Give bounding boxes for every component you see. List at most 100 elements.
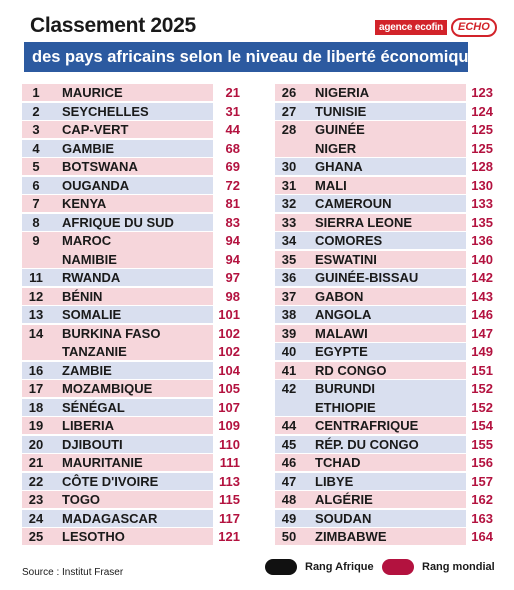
- africa-rank: 9: [32, 233, 40, 248]
- page-subtitle: des pays africains selon le niveau de li…: [24, 42, 468, 72]
- ranking-row: 33 SIERRA LEONE 135: [275, 213, 493, 231]
- ranking-row: 30 GHANA 128: [275, 158, 493, 175]
- world-rank: 102: [218, 325, 240, 341]
- world-rank: 97: [225, 270, 240, 285]
- africa-rank: 47: [281, 473, 297, 489]
- row-background: [22, 454, 213, 471]
- world-rank: 117: [219, 510, 240, 526]
- ranking-row: 42 BURUNDI 152: [275, 380, 493, 416]
- row-background: [275, 250, 466, 268]
- country-name: SIERRA LEONE: [315, 214, 413, 230]
- africa-rank: 6: [32, 177, 40, 193]
- country-name: SOUDAN: [315, 510, 372, 526]
- ranking-row: 1 MAURICE 21: [22, 84, 240, 101]
- world-rank: 164: [471, 529, 493, 544]
- africa-rank: 18: [28, 399, 44, 415]
- africa-rank: 2: [32, 103, 40, 119]
- row-background: [275, 121, 466, 157]
- africa-rank: 39: [281, 325, 297, 341]
- row-background: [22, 251, 213, 268]
- country-name: RD CONGO: [315, 362, 387, 378]
- ranking-row: 26 NIGERIA 123: [275, 84, 493, 101]
- country-name: SEYCHELLES: [62, 103, 149, 119]
- country-name: OUGANDA: [62, 177, 130, 193]
- row-background: [22, 361, 213, 379]
- row-background: [275, 528, 466, 545]
- world-rank: 81: [225, 196, 240, 211]
- world-rank: 156: [471, 455, 493, 470]
- ranking-row: 22 CÔTE D'IVOIRE 113: [22, 472, 240, 490]
- world-rank: 44: [225, 122, 240, 137]
- ranking-row: 21 MAURITANIE 111: [22, 454, 240, 471]
- row-background: [275, 140, 466, 157]
- africa-rank: 5: [32, 159, 40, 174]
- world-rank: 163: [471, 510, 493, 526]
- brand-logo-echo: ECHO: [451, 18, 497, 37]
- world-rank: 94: [225, 233, 240, 248]
- ranking-row: 38 ANGOLA 146: [275, 306, 493, 323]
- country-name: GHANA: [315, 159, 363, 174]
- row-background: [22, 417, 213, 434]
- country-name: KENYA: [62, 196, 107, 211]
- africa-rank: 33: [281, 214, 297, 230]
- ranking-row: 18 SÉNÉGAL 107: [22, 398, 240, 416]
- row-background: [22, 324, 213, 360]
- row-background: [22, 121, 213, 138]
- row-background: [275, 343, 466, 360]
- world-rank: 69: [225, 159, 240, 174]
- world-rank: 130: [471, 177, 493, 193]
- row-background: [275, 306, 466, 323]
- ranking-row: 31 MALI 130: [275, 176, 493, 194]
- ranking-row: 44 CENTRAFRIQUE 154: [275, 417, 493, 434]
- world-rank: 101: [218, 307, 240, 322]
- ranking-row: 46 TCHAD 156: [275, 454, 493, 471]
- source-note: Source : Institut Fraser: [22, 567, 124, 578]
- row-background: [275, 232, 466, 249]
- africa-rank: 7: [32, 196, 40, 211]
- ranking-row: 3 CAP-VERT 44: [22, 121, 240, 138]
- ranking-row: 4 GAMBIE 68: [22, 139, 240, 157]
- row-background: [22, 158, 213, 175]
- row-background: [22, 269, 213, 286]
- brand-logo-ecofin: agence ecofin: [375, 20, 448, 35]
- country-name: MALI: [315, 177, 347, 193]
- world-rank: 109: [218, 418, 240, 433]
- africa-rank: 22: [28, 473, 44, 489]
- row-background: [275, 472, 466, 490]
- country-name: MALAWI: [315, 325, 368, 341]
- world-rank: 68: [225, 140, 240, 156]
- africa-rank: 45: [281, 436, 297, 452]
- world-rank: 113: [219, 473, 240, 489]
- country-name: BURKINA FASO: [62, 325, 161, 341]
- country-name: BÉNIN: [62, 288, 103, 304]
- world-rank: 121: [218, 529, 240, 544]
- ranking-row: 20 DJIBOUTI 110: [22, 435, 240, 453]
- africa-rank: 20: [28, 436, 44, 452]
- africa-rank: 3: [32, 122, 40, 137]
- africa-rank: 30: [281, 159, 297, 174]
- row-background: [22, 435, 213, 453]
- africa-rank: 32: [281, 196, 297, 211]
- africa-rank: 16: [28, 362, 44, 378]
- country-name: TCHAD: [315, 455, 361, 470]
- country-name: GUINÉE: [315, 122, 365, 137]
- world-rank: 155: [471, 436, 493, 452]
- country-name: CENTRAFRIQUE: [315, 418, 419, 433]
- ranking-row: 36 GUINÉE-BISSAU 142: [275, 269, 493, 286]
- row-background: [22, 176, 213, 194]
- world-rank: 151: [471, 362, 493, 378]
- world-rank: 125: [471, 122, 493, 137]
- country-name: AFRIQUE DU SUD: [62, 214, 174, 230]
- country-name: NAMIBIE: [62, 251, 117, 267]
- country-name: TOGO: [62, 492, 101, 507]
- africa-rank: 4: [32, 140, 40, 156]
- world-rank: 125: [471, 140, 493, 156]
- row-background: [275, 454, 466, 471]
- world-rank: 115: [219, 492, 240, 507]
- country-name: TUNISIE: [315, 103, 367, 119]
- world-rank: 124: [471, 103, 493, 119]
- ranking-row: 34 COMORES 136: [275, 232, 493, 249]
- world-rank: 83: [225, 214, 240, 230]
- country-name: SÉNÉGAL: [62, 399, 125, 415]
- africa-rank: 1: [32, 85, 40, 100]
